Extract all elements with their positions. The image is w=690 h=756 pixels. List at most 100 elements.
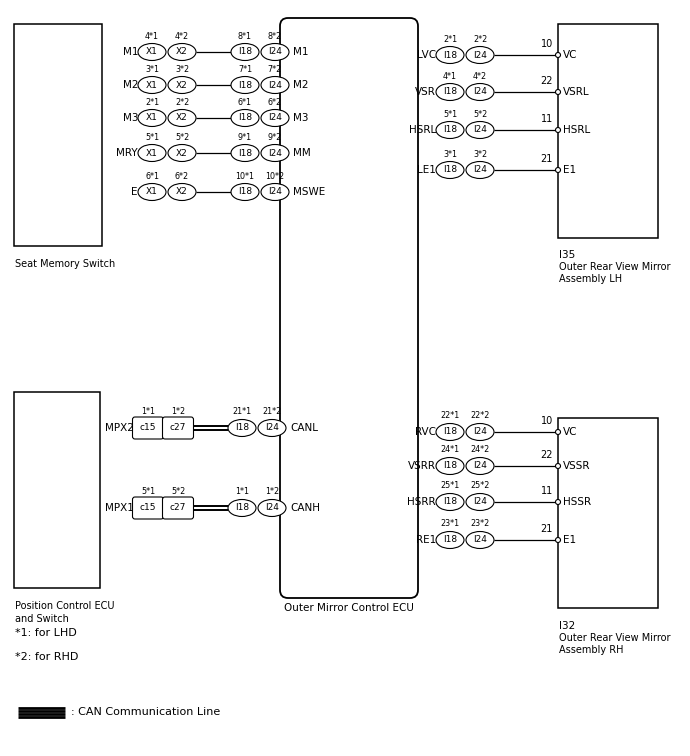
Circle shape — [555, 429, 560, 435]
Text: I24: I24 — [265, 423, 279, 432]
Text: CANL: CANL — [290, 423, 318, 433]
Ellipse shape — [466, 457, 494, 475]
Text: 9*2: 9*2 — [268, 133, 282, 142]
Text: c27: c27 — [170, 423, 186, 432]
Text: *2: for RHD: *2: for RHD — [15, 652, 79, 662]
Text: : CAN Communication Line: : CAN Communication Line — [71, 707, 220, 717]
Ellipse shape — [138, 44, 166, 60]
Ellipse shape — [138, 144, 166, 162]
Circle shape — [555, 52, 560, 57]
Text: 2*1: 2*1 — [145, 98, 159, 107]
Text: I18: I18 — [238, 80, 252, 89]
Text: 4*1: 4*1 — [443, 72, 457, 81]
Text: 6*2: 6*2 — [175, 172, 189, 181]
Text: 5*1: 5*1 — [145, 133, 159, 142]
Text: I24: I24 — [473, 88, 487, 97]
Ellipse shape — [168, 110, 196, 126]
Text: I24: I24 — [473, 535, 487, 544]
Text: I18: I18 — [238, 48, 252, 57]
Text: M1: M1 — [293, 47, 308, 57]
Ellipse shape — [466, 531, 494, 549]
Text: 10: 10 — [541, 416, 553, 426]
Text: Seat Memory Switch: Seat Memory Switch — [15, 259, 115, 269]
Text: 1*1: 1*1 — [141, 407, 155, 416]
Text: X2: X2 — [176, 148, 188, 157]
Ellipse shape — [261, 110, 289, 126]
Text: 2*2: 2*2 — [473, 35, 487, 44]
Text: 6*1: 6*1 — [238, 98, 252, 107]
Text: 22*2: 22*2 — [471, 411, 490, 420]
Text: I18: I18 — [443, 125, 457, 135]
Text: 21: 21 — [541, 154, 553, 164]
Text: and Switch: and Switch — [15, 614, 69, 624]
Text: I24: I24 — [268, 48, 282, 57]
Circle shape — [555, 128, 560, 132]
Ellipse shape — [231, 184, 259, 200]
Text: VSRR: VSRR — [408, 461, 436, 471]
Text: I18: I18 — [443, 427, 457, 436]
Text: X1: X1 — [146, 148, 158, 157]
Text: I24: I24 — [473, 51, 487, 60]
Ellipse shape — [258, 500, 286, 516]
Ellipse shape — [466, 162, 494, 178]
Text: X2: X2 — [176, 113, 188, 122]
Text: Outer Rear View Mirror: Outer Rear View Mirror — [559, 262, 671, 272]
Ellipse shape — [436, 423, 464, 441]
Ellipse shape — [466, 47, 494, 64]
Text: X1: X1 — [146, 80, 158, 89]
Text: Assembly LH: Assembly LH — [559, 274, 622, 284]
Text: MM: MM — [293, 148, 310, 158]
Ellipse shape — [436, 162, 464, 178]
Text: I24: I24 — [268, 187, 282, 197]
Text: I18: I18 — [235, 503, 249, 513]
Text: 22*1: 22*1 — [440, 411, 460, 420]
Text: 3*2: 3*2 — [175, 65, 189, 74]
Text: I24: I24 — [473, 166, 487, 175]
Ellipse shape — [138, 110, 166, 126]
Text: VSRL: VSRL — [563, 87, 590, 97]
Text: 3*1: 3*1 — [145, 65, 159, 74]
Text: VSSR: VSSR — [563, 461, 591, 471]
Ellipse shape — [261, 144, 289, 162]
Ellipse shape — [261, 76, 289, 94]
Text: c15: c15 — [140, 503, 156, 513]
Ellipse shape — [436, 122, 464, 138]
Text: MRY: MRY — [117, 148, 138, 158]
Text: 4*1: 4*1 — [145, 32, 159, 41]
Text: 6*1: 6*1 — [145, 172, 159, 181]
Text: HSRR: HSRR — [407, 497, 436, 507]
FancyBboxPatch shape — [163, 497, 193, 519]
Ellipse shape — [436, 531, 464, 549]
Bar — [558, 24, 658, 238]
Circle shape — [555, 168, 560, 172]
Text: M1: M1 — [123, 47, 138, 57]
Text: M2: M2 — [123, 80, 138, 90]
Text: VC: VC — [563, 427, 578, 437]
Text: 23*2: 23*2 — [471, 519, 490, 528]
Text: I24: I24 — [268, 148, 282, 157]
Text: M2: M2 — [293, 80, 308, 90]
Text: I18: I18 — [235, 423, 249, 432]
Text: 4*2: 4*2 — [473, 72, 487, 81]
Bar — [558, 418, 658, 608]
Text: I18: I18 — [443, 461, 457, 470]
Text: 22: 22 — [540, 450, 553, 460]
Text: I18: I18 — [443, 51, 457, 60]
Text: MPX2: MPX2 — [105, 423, 134, 433]
Text: 25*2: 25*2 — [471, 481, 490, 490]
Text: 7*1: 7*1 — [238, 65, 252, 74]
Text: I24: I24 — [473, 427, 487, 436]
Text: MPX1: MPX1 — [105, 503, 134, 513]
Ellipse shape — [228, 420, 256, 436]
Ellipse shape — [231, 44, 259, 60]
Text: 6*2: 6*2 — [268, 98, 282, 107]
Text: Outer Rear View Mirror: Outer Rear View Mirror — [559, 633, 671, 643]
FancyBboxPatch shape — [163, 417, 193, 439]
Text: HSSR: HSSR — [563, 497, 591, 507]
Text: 21*2: 21*2 — [262, 407, 282, 416]
Ellipse shape — [466, 83, 494, 101]
Text: 8*1: 8*1 — [238, 32, 252, 41]
Ellipse shape — [436, 494, 464, 510]
Ellipse shape — [466, 494, 494, 510]
Text: *1: for LHD: *1: for LHD — [15, 628, 77, 638]
